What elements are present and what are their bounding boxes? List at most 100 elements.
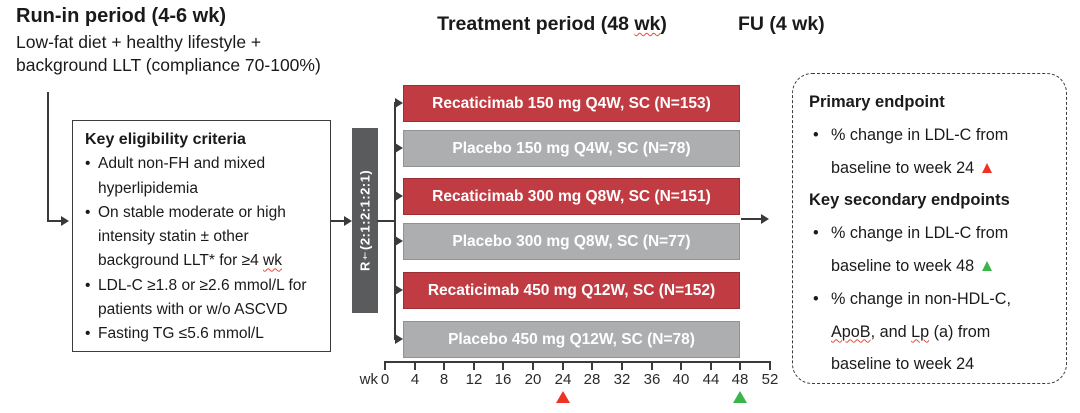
- axis-tick-label: 12: [465, 371, 483, 388]
- eligibility-title: Key eligibility criteria: [85, 131, 246, 148]
- axis-tick-label: 4: [410, 371, 420, 388]
- primary-endpoint-line1: % change in LDL-C from: [831, 125, 1009, 144]
- axis-tick-label: 44: [702, 371, 720, 388]
- branch-arrowhead-icon-5: [395, 285, 403, 295]
- red-triangle-icon: ▲: [978, 157, 996, 177]
- eligibility-bullet-2-line1: On stable moderate or high: [98, 203, 286, 221]
- arm-bar-recaticimab-150: Recaticimab 150 mg Q4W, SC (N=153): [403, 85, 740, 122]
- endpoints-box: Primary endpoint • % change in LDL-C from…: [792, 73, 1067, 384]
- runin-connector-vertical-line: [47, 92, 49, 222]
- axis-tick-label: 52: [761, 371, 779, 388]
- bullet-icon: •: [813, 289, 819, 308]
- eligibility-bullet-1-cont: hyperlipidemia: [85, 177, 322, 201]
- eligibility-bullet-2: • On stable moderate or high: [85, 201, 322, 225]
- axis-tick-label: 36: [643, 371, 661, 388]
- arms-to-endpoints-arrowhead-icon: [761, 214, 769, 224]
- axis-tick: [739, 361, 741, 370]
- axis-tick: [502, 361, 504, 370]
- axis-tick: [769, 361, 771, 370]
- axis-tick-label: 48: [731, 371, 749, 388]
- eligibility-bullet-1-line2: hyperlipidemia: [98, 179, 198, 197]
- randomization-dagger: †: [360, 250, 370, 261]
- eligibility-bullet-1-line1: Adult non-FH and mixed: [98, 155, 266, 173]
- eligibility-bullet-2-line3-wavy: wk: [263, 252, 282, 270]
- runin-description-line2: background LLT (compliance 70-100%): [16, 54, 321, 75]
- secondary-endpoints-heading: Key secondary endpoints: [809, 191, 1010, 210]
- eligibility-bullet-2-line3: background LLT* for ≥4: [98, 252, 264, 270]
- branch-arrowhead-icon-2: [395, 143, 403, 153]
- secondary-endpoint-2-cont2: baseline to week 24: [809, 348, 1056, 381]
- arm-bar-recaticimab-300: Recaticimab 300 mg Q8W, SC (N=151): [403, 178, 740, 215]
- treatment-period-title: Treatment period (48 wk): [402, 13, 702, 36]
- randomization-r-label: R: [357, 260, 373, 271]
- branch-arrowhead-icon-6: [395, 334, 403, 344]
- treatment-title-wavy-text: wk: [634, 13, 661, 35]
- green-triangle-icon: ▲: [978, 255, 996, 275]
- arms-to-endpoints-line: [741, 218, 762, 220]
- axis-tick-label: 28: [583, 371, 601, 388]
- branch-arrowhead-icon-1: [395, 98, 403, 108]
- eligibility-criteria-box: Key eligibility criteria • Adult non-FH a…: [72, 120, 331, 352]
- axis-tick: [473, 361, 475, 370]
- branch-arrowhead-icon-3: [395, 191, 403, 201]
- primary-endpoint-bullet: • % change in LDL-C from: [809, 119, 1056, 152]
- secondary-endpoint-week48-marker-icon: [733, 391, 747, 403]
- eligibility-to-randomization-line: [331, 220, 345, 222]
- secondary-endpoint-2-bullet: • % change in non-HDL-C,: [809, 283, 1056, 316]
- followup-period-title: FU (4 wk): [738, 13, 825, 35]
- secondary-endpoint-2-post: (a) from: [929, 322, 991, 341]
- runin-period-description: Low-fat diet + healthy lifestyle + backg…: [16, 31, 321, 76]
- runin-connector-horizontal-line: [47, 220, 62, 222]
- axis-tick: [562, 361, 564, 370]
- axis-tick-label: 8: [439, 371, 449, 388]
- primary-endpoint-heading: Primary endpoint: [809, 93, 945, 111]
- randomization-bar: R † (2:1:2:1:2:1): [352, 128, 378, 313]
- runin-description-line1: Low-fat diet + healthy lifestyle +: [16, 32, 262, 52]
- axis-tick: [414, 361, 416, 370]
- secondary-endpoint-1-cont: baseline to week 48 ▲: [809, 250, 1056, 283]
- axis-tick: [384, 361, 386, 370]
- arm-bar-recaticimab-450: Recaticimab 450 mg Q12W, SC (N=152): [403, 272, 740, 309]
- eligibility-bullet-4: • Fasting TG ≤5.6 mmol/L: [85, 322, 322, 346]
- eligibility-bullet-2-cont: intensity statin ± other: [85, 225, 322, 249]
- primary-endpoint-line2: baseline to week 24: [831, 158, 979, 177]
- eligibility-bullet-3-cont: patients with or w/o ASCVD: [85, 298, 322, 322]
- secondary-endpoint-1-bullet: • % change in LDL-C from: [809, 217, 1056, 250]
- secondary-endpoint-1-line2: baseline to week 48: [831, 256, 979, 275]
- axis-tick-label: 16: [494, 371, 512, 388]
- axis-unit-label: wk: [359, 371, 378, 388]
- axis-tick-label: 32: [613, 371, 631, 388]
- treatment-title-close: ): [660, 13, 667, 35]
- runin-connector-arrowhead-icon: [61, 216, 69, 226]
- secondary-endpoint-2-line3: baseline to week 24: [831, 355, 975, 374]
- primary-endpoint-week24-marker-icon: [556, 391, 570, 403]
- axis-tick: [591, 361, 593, 370]
- branch-arrowhead-icon-4: [395, 236, 403, 246]
- secondary-endpoint-2-mid: , and: [870, 322, 912, 341]
- secondary-endpoint-2-cont: ApoB, and Lp (a) from: [809, 316, 1056, 349]
- axis-tick-label: 24: [554, 371, 572, 388]
- eligibility-bullet-3-line2: patients with or w/o ASCVD: [98, 301, 288, 319]
- arm-bar-placebo-150: Placebo 150 mg Q4W, SC (N=78): [403, 130, 740, 167]
- axis-tick-label: 20: [524, 371, 542, 388]
- runin-period-title: Run-in period (4-6 wk): [16, 5, 226, 27]
- branch-spine-line: [394, 102, 396, 340]
- eligibility-bullet-3: • LDL-C ≥1.8 or ≥2.6 mmol/L for: [85, 274, 322, 298]
- axis-tick-label: 0: [380, 371, 390, 388]
- secondary-endpoint-2-lp: Lp: [911, 322, 930, 341]
- secondary-endpoint-2-apob: ApoB: [831, 322, 871, 341]
- eligibility-bullet-1: • Adult non-FH and mixed: [85, 152, 322, 176]
- bullet-icon: •: [813, 224, 819, 243]
- arm-bar-placebo-300: Placebo 300 mg Q8W, SC (N=77): [403, 223, 740, 260]
- primary-endpoint-bullet-cont: baseline to week 24 ▲: [809, 152, 1056, 185]
- randomization-to-spine-line: [377, 220, 395, 222]
- bullet-icon: •: [85, 276, 91, 294]
- eligibility-bullet-2-cont2: background LLT* for ≥4 wk: [85, 249, 322, 273]
- axis-tick: [710, 361, 712, 370]
- treatment-title-text: Treatment period (48: [437, 13, 635, 35]
- axis-tick: [651, 361, 653, 370]
- bullet-icon: •: [85, 203, 91, 221]
- axis-tick: [532, 361, 534, 370]
- bullet-icon: •: [85, 155, 91, 173]
